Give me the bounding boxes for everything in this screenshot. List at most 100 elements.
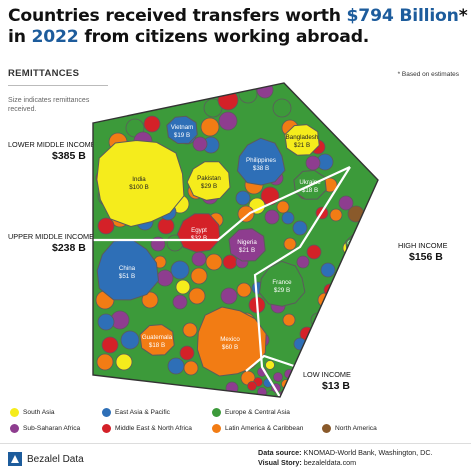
- filler-cell: [120, 330, 140, 350]
- voronoi-treemap: India$100 B Mexico$60 B China$51 B Philippi…: [92, 82, 379, 398]
- visual-story-label: Visual Story:: [258, 458, 302, 467]
- legend-label-south-asia: South Asia: [23, 408, 55, 416]
- group-label-high: HIGH INCOME: [398, 241, 448, 250]
- filler-cell: [96, 353, 114, 371]
- country-label-china: China: [119, 265, 136, 272]
- filler-cell: [190, 267, 208, 285]
- filler-cell: [292, 220, 308, 236]
- country-label-nigeria: Nigeria: [237, 239, 257, 246]
- filler-cell: [170, 260, 190, 280]
- legend-swatch-south-asia: [10, 407, 19, 417]
- filler-cell: [205, 253, 223, 271]
- country-label-philippines: Philippines: [246, 157, 276, 164]
- legend-label-europe-central-asia: Europe & Central Asia: [225, 408, 290, 416]
- legend-item-south-asia: South Asia: [10, 407, 55, 417]
- filler-cell: [256, 83, 274, 99]
- filler-cell: [272, 98, 292, 118]
- brand: Bezalel Data: [8, 452, 84, 466]
- data-source-text: KNOMAD-World Bank, Washington, DC.: [301, 448, 433, 457]
- filler-cell: [218, 111, 238, 131]
- filler-cell: [192, 136, 208, 152]
- filler-cell: [175, 279, 191, 295]
- country-value-ukraine: $18 B: [302, 187, 318, 194]
- filler-cell: [97, 313, 115, 331]
- filler-cell: [264, 209, 280, 225]
- group-value-lower-middle: $385 B: [52, 150, 86, 162]
- country-cell-germany: [345, 232, 375, 260]
- country-label-ukraine: Ukraine: [299, 179, 321, 186]
- data-source-label: Data source:: [258, 448, 302, 457]
- legend-swatch-east-asia-pacific: [102, 407, 111, 417]
- country-value-china: $51 B: [119, 273, 135, 280]
- filler-cell: [296, 255, 310, 269]
- filler-cell: [179, 345, 195, 361]
- size-note: Size indicates remittances received.: [8, 97, 90, 113]
- legend-label-east-asia-pacific: East Asia & Pacific: [115, 408, 170, 416]
- filler-cell: [172, 294, 188, 310]
- country-cell-pakistan: [186, 161, 231, 201]
- section-subhead: REMITTANCES: [8, 68, 80, 79]
- group-divider-high-low: [245, 354, 301, 372]
- filler-cell: [235, 190, 251, 206]
- group-value-high: $156 B: [409, 251, 443, 263]
- legend-item-latin-america-caribbean: Latin America & Caribbean: [212, 423, 303, 433]
- subhead-divider: [8, 85, 108, 86]
- filler-cell: [97, 217, 115, 235]
- country-cell-china: [96, 238, 160, 301]
- country-cell-india: [96, 139, 185, 228]
- filler-cell: [101, 336, 119, 354]
- filler-cell: [188, 287, 206, 305]
- legend-swatch-latin-america-caribbean: [212, 423, 221, 433]
- group-label-lower-middle: LOWER MIDDLE INCOME: [8, 140, 96, 149]
- filler-cell: [191, 251, 207, 267]
- chart-title: Countries received transfers worth $794 …: [8, 6, 468, 48]
- country-cell-france: [258, 260, 306, 307]
- filler-cell: [182, 322, 198, 338]
- legend-swatch-europe-central-asia: [212, 407, 221, 417]
- treemap-cells: India$100 B Mexico$60 B China$51 B Philippi…: [93, 83, 378, 397]
- group-label-upper-middle: UPPER MIDDLE INCOME: [8, 232, 94, 241]
- title-text-2a: in: [8, 27, 32, 47]
- group-value-upper-middle: $238 B: [52, 242, 86, 254]
- filler-cell: [141, 291, 159, 309]
- low-income-cell: [273, 372, 283, 382]
- visual-story-line: Visual Story: bezaleldata.com: [258, 458, 433, 468]
- country-cell-vietnam: [166, 115, 198, 145]
- low-income-cell: [265, 360, 275, 370]
- legend-label-middle-east-north-africa: Middle East & North Africa: [115, 424, 192, 432]
- filler-cell: [282, 313, 296, 327]
- country-label-bangladesh: Bangladesh: [286, 134, 319, 141]
- legend-item-sub-saharan-africa: Sub-Saharan Africa: [10, 423, 80, 433]
- group-divider-upper-high: [253, 166, 351, 398]
- title-line-1: Countries received transfers worth $794 …: [8, 6, 468, 27]
- group-label-low: LOW INCOME: [303, 370, 351, 379]
- filler-cell: [157, 217, 175, 235]
- filler-cell: [237, 205, 255, 223]
- filler-cell: [143, 115, 161, 133]
- filler-cell: [167, 357, 185, 375]
- filler-cell: [276, 200, 290, 214]
- filler-cell: [320, 262, 336, 278]
- legend-swatch-sub-saharan-africa: [10, 423, 19, 433]
- country-value-philippines: $38 B: [253, 165, 269, 172]
- title-line-2: in 2022 from citizens working abroad.: [8, 27, 468, 48]
- title-text-2b: from citizens working abroad.: [78, 27, 370, 47]
- country-value-bangladesh: $21 B: [294, 142, 310, 149]
- country-cell-mexico: [196, 306, 267, 377]
- country-cell-bangladesh: [284, 124, 320, 156]
- filler-cell: [329, 208, 343, 222]
- group-value-low: $13 B: [322, 380, 351, 392]
- footer-divider: [0, 443, 471, 444]
- country-cell-philippines: [236, 137, 286, 186]
- country-label-pakistan: Pakistan: [197, 175, 221, 182]
- title-highlight-year: 2022: [31, 27, 79, 47]
- country-label-vietnam: Vietnam: [171, 124, 194, 131]
- brand-logo-icon: [8, 452, 22, 466]
- filler-cell: [334, 277, 348, 291]
- country-label-guatemala: Guatemala: [142, 334, 173, 341]
- filler-cell: [238, 84, 258, 104]
- legend-item-north-america: North America: [322, 423, 377, 433]
- country-label-france: France: [272, 279, 292, 286]
- legend-swatch-middle-east-north-africa: [102, 423, 111, 433]
- country-value-pakistan: $29 B: [201, 183, 217, 190]
